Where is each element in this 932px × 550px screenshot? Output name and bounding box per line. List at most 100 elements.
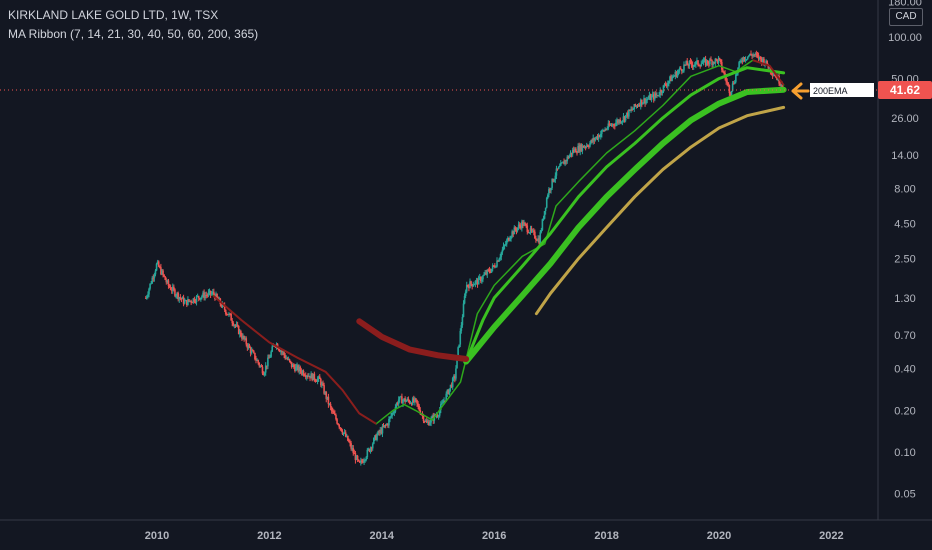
candle-body	[374, 435, 376, 439]
candle-body	[632, 108, 634, 110]
candle-body	[656, 95, 658, 97]
candle-body	[503, 245, 506, 247]
candle-body	[304, 375, 307, 378]
candle-body	[767, 65, 770, 69]
candle-body	[287, 358, 290, 360]
candle-body	[458, 344, 460, 348]
candle-body	[420, 414, 423, 416]
candle-body	[266, 365, 268, 367]
candle-body	[542, 218, 545, 220]
candle-body	[592, 138, 594, 142]
candle-body	[504, 244, 507, 246]
annotation-label: 200EMA	[813, 86, 848, 96]
candle-body	[469, 281, 471, 289]
candle-body	[513, 227, 516, 235]
y-tick-label: 180.00	[888, 0, 922, 9]
candle-body	[408, 400, 411, 403]
candle-body	[637, 104, 640, 107]
candle-body	[281, 351, 283, 353]
candle-body	[161, 270, 163, 275]
candle-body	[491, 265, 494, 269]
candle-body	[449, 384, 452, 389]
candle-body	[159, 266, 161, 268]
candle-body	[776, 76, 778, 80]
candle-body	[531, 230, 534, 232]
currency-button[interactable]: CAD	[889, 8, 923, 26]
candle-body	[549, 189, 551, 191]
x-axis[interactable]: 2010 2012 2014 2016 2018 2020 2022	[145, 530, 844, 542]
candle-body	[669, 76, 671, 81]
candle-body	[260, 365, 263, 367]
y-tick-label: 0.05	[894, 489, 915, 501]
candle-body	[240, 331, 242, 337]
candle-body	[168, 285, 171, 288]
candle-body	[579, 144, 582, 152]
candle-body	[431, 416, 433, 419]
candle-body	[634, 104, 637, 107]
x-tick-label: 2016	[482, 530, 506, 542]
candle-body	[213, 291, 215, 295]
candle-body	[629, 109, 631, 111]
candle-body	[157, 261, 160, 267]
x-tick-label: 2020	[707, 530, 731, 542]
candle-body	[717, 58, 720, 63]
candle-body	[460, 325, 463, 331]
candle-body	[160, 267, 162, 275]
candle-body	[742, 57, 745, 62]
x-tick-label: 2012	[257, 530, 281, 542]
candle-body	[477, 277, 480, 285]
candle-body	[336, 419, 338, 424]
indicator-legend[interactable]: MA Ribbon (7, 14, 21, 30, 40, 50, 60, 20…	[8, 27, 259, 41]
candle-body	[181, 297, 184, 300]
candle-body	[349, 441, 351, 444]
candle-body	[712, 62, 714, 65]
candle-body	[262, 373, 265, 376]
candle-body	[781, 84, 784, 88]
y-tick-label: 26.00	[891, 113, 919, 125]
candle-body	[171, 286, 174, 291]
candle-body	[211, 291, 214, 294]
candle-body	[209, 290, 212, 295]
candle-body	[522, 221, 524, 226]
candle-body	[752, 54, 754, 57]
candle-body	[725, 77, 727, 82]
candle-body	[180, 298, 183, 300]
candle-body	[204, 295, 207, 299]
candle-body	[216, 293, 218, 298]
candle-body	[205, 295, 208, 297]
candle-body	[595, 136, 598, 139]
candle-body	[291, 364, 294, 368]
candle-body	[569, 152, 572, 156]
candle-body	[544, 207, 547, 212]
candle-body	[355, 455, 358, 460]
candle-body	[538, 238, 540, 244]
candle-body	[235, 324, 238, 326]
candle-body	[556, 168, 559, 170]
candle-body	[321, 383, 323, 386]
candle-body	[226, 313, 228, 315]
candle-body	[166, 280, 169, 283]
candle-body	[153, 274, 156, 279]
candle-body	[253, 351, 255, 353]
candle-body	[457, 347, 459, 357]
candle-body	[614, 125, 616, 127]
candle-body	[760, 58, 763, 64]
candle-body	[405, 400, 408, 402]
symbol-title[interactable]: KIRKLAND LAKE GOLD LTD, 1W, TSX	[8, 8, 219, 22]
candle-body	[471, 284, 473, 287]
candle-body	[532, 230, 535, 232]
candle-body	[451, 378, 454, 388]
candle-body	[379, 429, 382, 433]
candle-body	[255, 359, 257, 361]
candle-body	[537, 238, 539, 241]
candle-body	[650, 95, 653, 101]
y-tick-label: 100.00	[888, 32, 922, 44]
candle-body	[297, 365, 299, 372]
candles	[144, 50, 785, 466]
candle-body	[464, 291, 467, 296]
candle-body	[246, 344, 249, 348]
candle-body	[268, 357, 270, 359]
candle-body	[623, 116, 626, 121]
candle-body	[641, 99, 643, 105]
